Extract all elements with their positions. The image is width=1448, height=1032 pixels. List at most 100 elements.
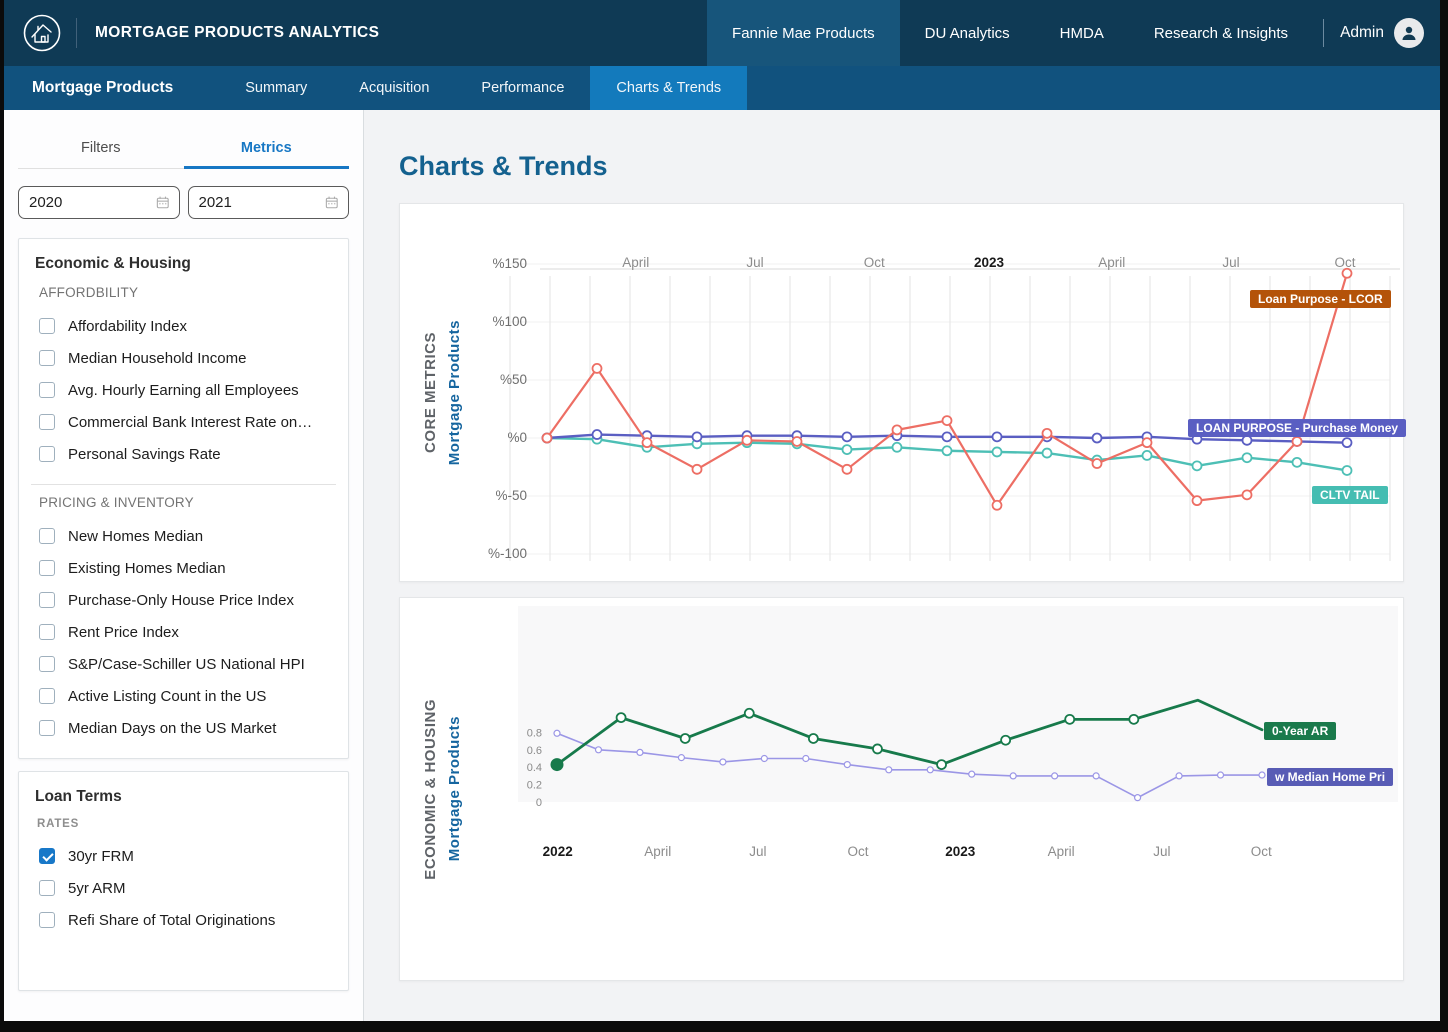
metric-checkbox-row[interactable]: 30yr FRM [35,840,332,872]
checkbox-label: Purchase-Only House Price Index [68,591,294,609]
checkbox[interactable] [39,350,55,366]
metric-checkbox-row[interactable]: Median Household Income [35,342,332,374]
chart-category-label: ECONOMIC & HOUSING [422,698,439,880]
sidebar-tab-metrics[interactable]: Metrics [183,140,349,169]
series-legend-badge: w Median Home Pri [1267,768,1394,786]
svg-text:Oct: Oct [864,255,885,270]
admin-menu[interactable]: Admin [1330,0,1440,66]
group-heading: RATES [37,818,80,830]
brand-block: MORTGAGE PRODUCTS ANALYTICS [4,0,379,66]
house-logo-icon [23,14,61,52]
checkbox[interactable] [39,382,55,398]
svg-text:%-100: %-100 [488,546,527,561]
chart-subcategory-label: Mortgage Products [446,716,463,862]
date-range-row [18,186,349,219]
series-legend-badge: Loan Purpose - LCOR [1250,290,1391,308]
topnav-item-fannie-mae-products[interactable]: Fannie Mae Products [707,0,900,66]
metric-checkbox-row[interactable]: New Homes Median [35,520,332,552]
checkbox[interactable] [39,880,55,896]
checkbox-label: Avg. Hourly Earning all Employees [68,381,299,399]
svg-text:0: 0 [536,797,542,809]
core-metrics-line-chart[interactable]: %150 %100 %50 %0 %-50 %-100 April Jul Oct 2023 Apr… [400,204,1405,583]
checkbox[interactable] [39,528,55,544]
divider [31,484,336,485]
topnav-item-hmda[interactable]: HMDA [1059,24,1104,42]
economic-housing-line-chart[interactable]: 0.8 0.6 0.4 0.2 0 2022 April Jul Oct 2023 April Jul… [400,598,1405,982]
checkbox-label: 30yr FRM [68,847,134,865]
chart-subcategory-label: Mortgage Products [446,319,463,466]
date-to-field[interactable] [187,186,349,219]
sidebar-tab-filters[interactable]: Filters [81,140,121,156]
svg-text:Jul: Jul [746,255,763,270]
checkbox[interactable] [39,446,55,462]
svg-text:0.4: 0.4 [527,762,542,774]
svg-text:%-50: %-50 [495,488,527,503]
topnav-item-du-analytics[interactable]: DU Analytics [924,24,1010,42]
checkbox-label: Refi Share of Total Originations [68,911,276,929]
subnav-tab-summary[interactable]: Summary [245,80,308,96]
metric-checkbox-row[interactable]: Existing Homes Median [35,552,332,584]
topnav-item-research-insights[interactable]: Research & Insights [1153,24,1289,42]
metric-checkbox-row[interactable]: Refi Share of Total Originations [35,904,332,936]
subnav-tab-charts-trends[interactable]: Charts & Trends [590,66,748,110]
checkbox-label: S&P/Case-Schiller US National HPI [68,655,305,673]
metric-checkbox-row[interactable]: S&P/Case-Schiller US National HPI [35,648,332,680]
checkbox[interactable] [39,688,55,704]
subnav-tabs: Summary Acquisition Performance Charts & Tr… [219,66,748,110]
group-heading: PRICING & INVENTORY [39,495,194,510]
calendar-icon[interactable] [156,195,170,210]
metric-checkbox-row[interactable]: Personal Savings Rate [35,438,332,470]
metric-checkbox-row[interactable]: Commercial Bank Interest Rate on… [35,406,332,438]
svg-text:%100: %100 [492,314,527,329]
chart-axis-labels: CORE METRICS Mortgage Products [422,204,463,581]
metric-checkbox-row[interactable]: Active Listing Count in the US [35,680,332,712]
metric-checkbox-row[interactable]: Affordability Index [35,310,332,342]
economic-housing-chart-panel: 0.8 0.6 0.4 0.2 0 2022 April Jul Oct 2023 April Jul… [399,597,1404,981]
date-to-input[interactable] [198,194,326,211]
checkbox-checked[interactable] [39,848,55,864]
svg-text:Oct: Oct [1334,255,1355,270]
metric-checkbox-row[interactable]: Avg. Hourly Earning all Employees [35,374,332,406]
checkbox-label: 5yr ARM [68,879,126,897]
user-avatar-icon[interactable] [1394,18,1424,48]
admin-label: Admin [1340,24,1384,41]
checkbox[interactable] [39,624,55,640]
calendar-icon[interactable] [325,195,339,210]
chart-axis-labels: ECONOMIC & HOUSING Mortgage Products [422,598,463,980]
checkbox[interactable] [39,592,55,608]
checkbox[interactable] [39,656,55,672]
series-legend-badge: LOAN PURPOSE - Purchase Money [1188,419,1407,437]
metric-checkbox-row[interactable]: Median Days on the US Market [35,712,332,744]
checkbox-label: Rent Price Index [68,623,179,641]
svg-text:2022: 2022 [543,844,573,859]
checkbox-label: Affordability Index [68,317,187,335]
svg-text:Jul: Jul [1222,255,1239,270]
page-title: Charts & Trends [399,151,608,181]
svg-text:0.2: 0.2 [527,780,542,792]
subnav-tab-acquisition[interactable]: Acquisition [359,80,430,96]
checkbox[interactable] [39,318,55,334]
sub-navbar: Mortgage Products Summary Acquisition Perf… [4,66,1440,110]
svg-text:Oct: Oct [848,844,869,859]
series-legend-badge: 0-Year AR [1264,722,1337,740]
sidebar-section-card: Economic & Housing AFFORDBILITY Affordabil… [18,238,349,759]
date-from-field[interactable] [18,186,180,219]
svg-text:Jul: Jul [749,844,766,859]
checkbox[interactable] [39,720,55,736]
main-content: Charts & Trends %150 %100 %50 %0 %-50 %-100 Ap… [364,110,1440,1021]
svg-text:0.6: 0.6 [527,745,542,757]
metric-checkbox-row[interactable]: Purchase-Only House Price Index [35,584,332,616]
svg-text:2023: 2023 [945,844,976,859]
sidebar-section-card: Loan Terms RATES 30yr FRM 5yr ARM Refi Share… [18,771,349,991]
checkbox[interactable] [39,414,55,430]
checkbox[interactable] [39,560,55,576]
metric-checkbox-row[interactable]: 5yr ARM [35,872,332,904]
subnav-tab-performance[interactable]: Performance [481,80,565,96]
svg-text:April: April [644,844,671,859]
date-from-input[interactable] [29,194,156,211]
divider [76,18,77,48]
top-navbar: MORTGAGE PRODUCTS ANALYTICS Fannie Mae P… [4,0,1440,66]
checkbox[interactable] [39,912,55,928]
metric-checkbox-row[interactable]: Rent Price Index [35,616,332,648]
